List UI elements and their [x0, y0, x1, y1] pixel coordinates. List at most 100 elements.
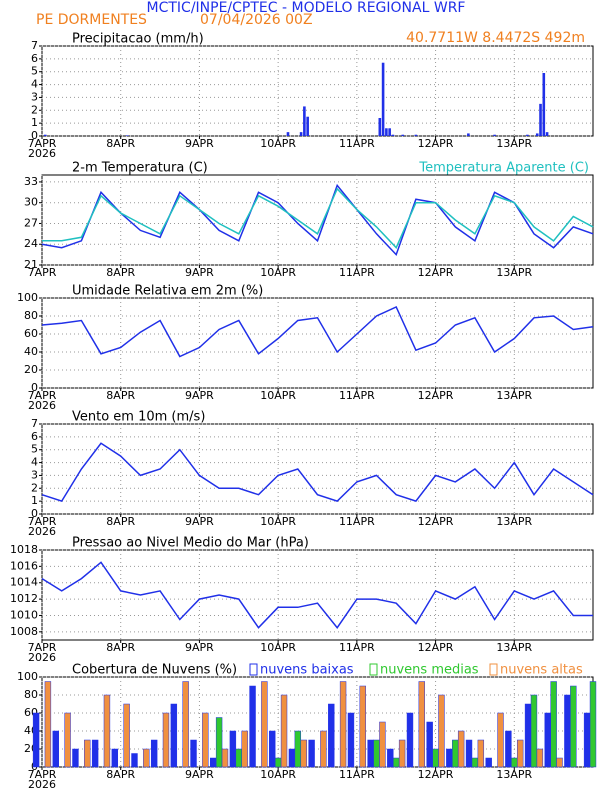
y-tick-label: 1012 [10, 592, 38, 605]
bar [378, 118, 382, 136]
legend-swatch [249, 663, 258, 676]
bar [398, 739, 406, 768]
x-tick-label: 8APR [106, 515, 135, 528]
plot-frame [41, 45, 594, 137]
panel-title: 2-m Temperatura (C) [72, 161, 208, 176]
y-tick-label: 24 [24, 237, 38, 250]
x-tick-label: 9APR [185, 768, 214, 781]
x-tick-label: 11APR [339, 768, 375, 781]
x-tick-label: 7APR [28, 515, 57, 528]
bar [320, 730, 327, 768]
location: 40.7711W 8.4472S 492m [406, 30, 585, 46]
x-tick-label: 12APR [418, 137, 454, 150]
bar [385, 128, 388, 136]
x-year-label: 2026 [28, 651, 56, 664]
bar [359, 685, 366, 768]
bar [182, 681, 189, 768]
bar [379, 721, 386, 768]
x-tick-label: 12APR [418, 768, 454, 781]
x-tick-label: 13APR [496, 137, 532, 150]
bar [388, 128, 391, 136]
legend-label: nuvens altas [500, 663, 583, 678]
bar [426, 721, 433, 768]
bar [215, 717, 223, 768]
bar [471, 757, 479, 768]
y-tick-label: 30 [24, 196, 38, 209]
x-tick-label: 7APR [28, 768, 57, 781]
y-tick-label: 5 [31, 443, 38, 456]
x-tick-label: 13APR [496, 266, 532, 279]
bar [505, 730, 512, 768]
bar [52, 730, 59, 768]
bar [387, 748, 394, 768]
y-tick-label: 7 [31, 417, 38, 430]
x-tick-label: 13APR [496, 768, 532, 781]
series-line [42, 187, 594, 250]
x-tick-label: 8APR [106, 266, 135, 279]
bar [280, 694, 288, 768]
bar [457, 730, 465, 768]
y-tick-label: 80 [24, 688, 38, 701]
y-tick-label: 2 [31, 481, 38, 494]
x-tick-label: 13APR [496, 641, 532, 654]
bar [235, 748, 242, 768]
bar [162, 712, 170, 768]
panel-title: Precipitacao (mm/h) [72, 32, 204, 47]
bar [210, 757, 217, 768]
bar [274, 757, 282, 768]
y-tick-label: 100 [17, 670, 38, 683]
x-tick-label: 10APR [260, 389, 296, 402]
x-tick-label: 12APR [418, 641, 454, 654]
y-tick-label: 4 [31, 456, 38, 469]
bar [249, 685, 256, 768]
series-line [41, 561, 593, 629]
x-tick-label: 12APR [418, 515, 454, 528]
y-tick-label: 27 [24, 216, 38, 229]
bar [308, 739, 315, 768]
bar [32, 712, 40, 768]
bar [229, 730, 237, 768]
x-tick-label: 8APR [106, 389, 135, 402]
bar [401, 134, 405, 136]
x-tick-label: 11APR [339, 641, 375, 654]
bar [91, 739, 99, 768]
station: PE DORMENTES [36, 12, 147, 28]
plot-frame [41, 549, 594, 641]
bar [347, 712, 355, 768]
x-tick-label: 9APR [185, 137, 214, 150]
bar [393, 757, 400, 768]
bar [556, 757, 563, 768]
bar [511, 757, 518, 768]
bar [221, 748, 229, 768]
bar [564, 694, 571, 768]
bar [381, 62, 385, 136]
bar [452, 739, 459, 768]
x-tick-label: 10APR [260, 641, 296, 654]
bar [467, 133, 470, 136]
bar [125, 135, 129, 136]
y-tick-label: 1018 [10, 543, 38, 556]
y-tick-label: 1010 [10, 608, 38, 621]
y-tick-label: 100 [17, 291, 38, 304]
bar [300, 739, 307, 768]
x-tick-label: 8APR [106, 641, 135, 654]
y-tick-label: 4 [31, 78, 38, 91]
x-tick-label: 11APR [339, 266, 375, 279]
bar [111, 748, 119, 768]
bar [288, 748, 296, 768]
series-line [41, 442, 594, 502]
bar [526, 134, 529, 136]
x-tick-label: 8APR [106, 768, 135, 781]
bar [530, 694, 538, 768]
bar [261, 681, 268, 768]
bar [418, 681, 425, 768]
x-tick-label: 12APR [418, 389, 454, 402]
bar [84, 739, 91, 768]
x-tick-label: 7APR [28, 389, 57, 402]
bar [589, 681, 597, 768]
x-tick-label: 9APR [185, 389, 214, 402]
bar [477, 739, 485, 768]
bar [536, 748, 544, 768]
y-tick-label: 1 [31, 116, 38, 129]
bar [446, 748, 453, 768]
